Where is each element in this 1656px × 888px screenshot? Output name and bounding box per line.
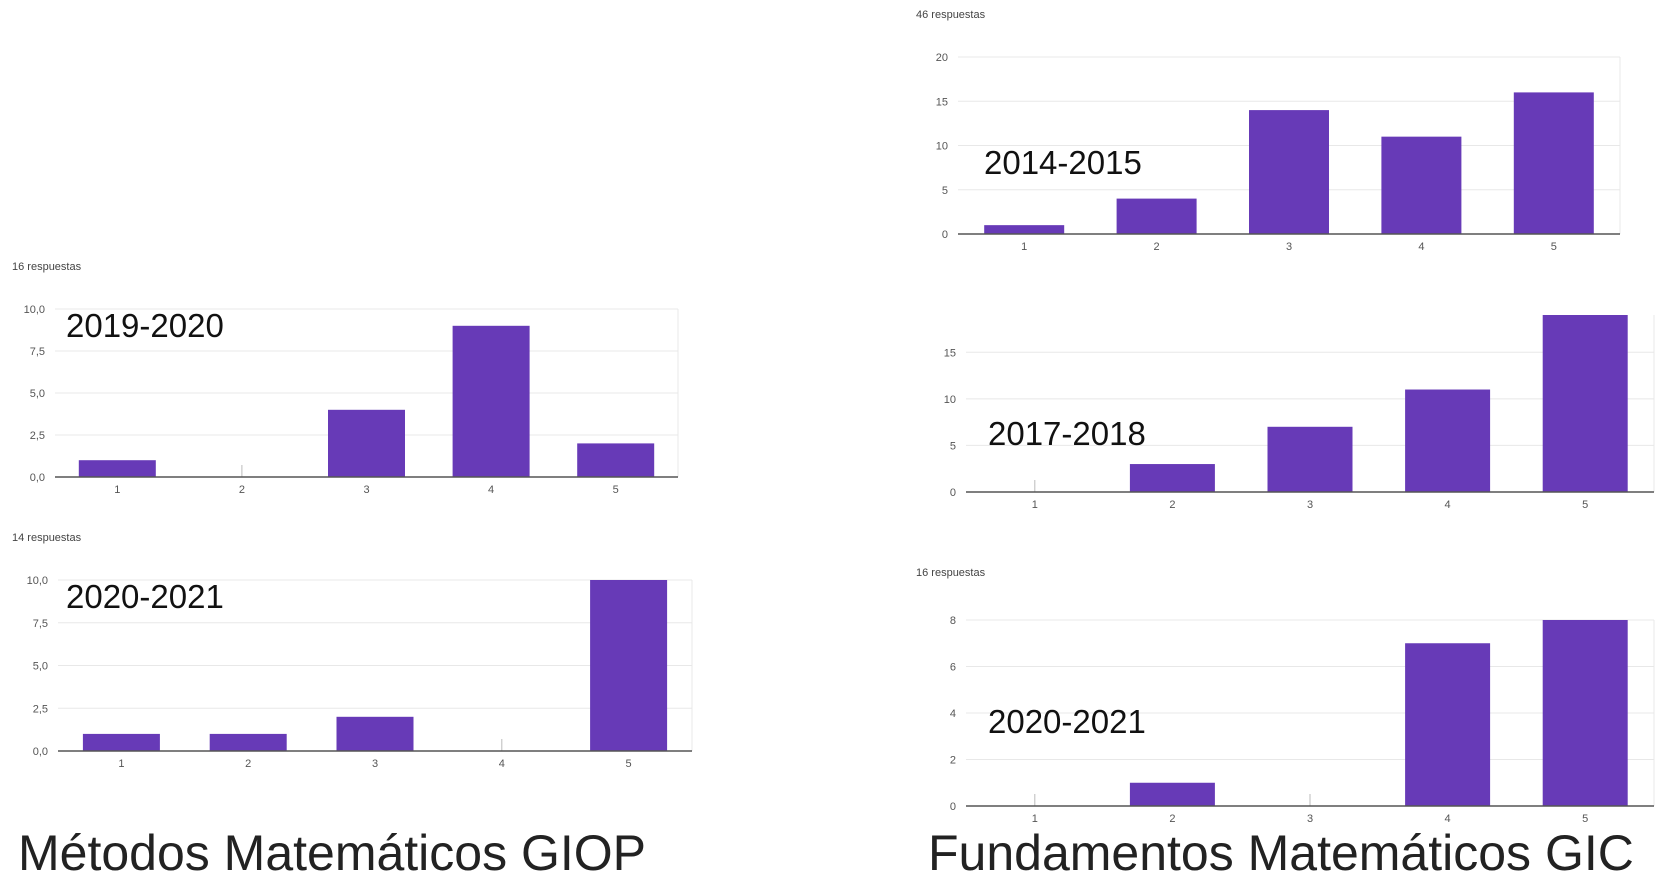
- y-tick-label: 4: [950, 708, 956, 720]
- x-tick-label: 1: [114, 484, 120, 496]
- chart-3: 46 respuestas 0 5 10 15 20 1 2 3 4 5 2014-2015: [916, 9, 1621, 253]
- year-label: 2019-2020: [66, 307, 224, 344]
- bar: [336, 716, 414, 751]
- x-tick-label: 2: [1169, 499, 1175, 511]
- year-label: 2020-2021: [988, 703, 1146, 740]
- x-tick-label: 4: [499, 758, 505, 770]
- x-tick-label: 5: [1582, 813, 1588, 825]
- chart-4: 0 5 10 15 1 2 3 4 5 2017-2018: [944, 315, 1655, 511]
- year-label: 2017-2018: [988, 415, 1146, 452]
- chart-2: 14 respuestas 0,0 2,5 5,0 7,5 10,0 1 2 3 4 5 2020-2…: [12, 532, 693, 770]
- y-tick-label: 7,5: [30, 346, 45, 358]
- chart-5: 16 respuestas 0 2 4 6 8 1 2 3 4 5 2020-2021: [916, 567, 1655, 825]
- bar: [1542, 315, 1628, 492]
- chart-subtitle: 16 respuestas: [12, 261, 82, 273]
- x-tick-label: 5: [626, 758, 632, 770]
- chart-subtitle: 14 respuestas: [12, 532, 82, 544]
- bar: [209, 733, 287, 751]
- chart-1: 16 respuestas 0,0 2,5 5,0 7,5 10,0 1 2 3 4 5 2019-2…: [12, 261, 679, 496]
- x-tick-label: 3: [1286, 241, 1292, 253]
- y-tick-label: 6: [950, 662, 956, 674]
- bar: [1116, 198, 1197, 234]
- y-tick-label: 5,0: [30, 388, 45, 400]
- y-tick-label: 5: [942, 185, 948, 197]
- x-tick-label: 3: [363, 484, 369, 496]
- chart-subtitle: 16 respuestas: [916, 567, 986, 579]
- x-tick-label: 3: [372, 758, 378, 770]
- y-tick-label: 10,0: [24, 304, 45, 316]
- bar: [577, 443, 655, 477]
- bar: [1129, 464, 1215, 492]
- bar: [1267, 426, 1353, 492]
- y-tick-label: 0: [950, 487, 956, 499]
- y-tick-label: 2,5: [33, 703, 48, 715]
- x-tick-label: 1: [1021, 241, 1027, 253]
- x-tick-label: 5: [613, 484, 619, 496]
- y-tick-label: 7,5: [33, 618, 48, 630]
- x-tick-label: 2: [1154, 241, 1160, 253]
- x-tick-label: 3: [1307, 499, 1313, 511]
- y-tick-label: 2: [950, 755, 956, 767]
- bar: [984, 225, 1065, 234]
- bar: [1249, 110, 1329, 234]
- y-tick-label: 0,0: [30, 472, 45, 484]
- x-tick-label: 1: [118, 758, 124, 770]
- y-tick-label: 15: [936, 96, 948, 108]
- caption-left: Métodos Matemáticos GIOP: [18, 825, 647, 881]
- y-tick-label: 0: [950, 801, 956, 813]
- bar: [78, 460, 156, 477]
- y-tick-label: 5,0: [33, 661, 48, 673]
- y-tick-label: 10: [936, 141, 948, 153]
- x-tick-label: 4: [488, 484, 494, 496]
- bar: [1405, 389, 1491, 492]
- year-label: 2014-2015: [984, 144, 1142, 181]
- y-tick-label: 0: [942, 229, 948, 241]
- y-tick-label: 10,0: [27, 575, 48, 587]
- y-tick-label: 20: [936, 52, 948, 64]
- caption-right: Fundamentos Matemáticos GIC: [928, 825, 1634, 881]
- x-tick-label: 4: [1445, 813, 1451, 825]
- bar: [82, 733, 160, 751]
- y-tick-label: 15: [944, 347, 956, 359]
- x-tick-label: 2: [1169, 813, 1175, 825]
- bar: [1405, 643, 1491, 806]
- bar: [1381, 136, 1462, 234]
- bar: [1129, 782, 1215, 806]
- chart-subtitle: 46 respuestas: [916, 9, 986, 21]
- x-tick-label: 1: [1032, 499, 1038, 511]
- x-tick-label: 5: [1582, 499, 1588, 511]
- x-tick-label: 2: [239, 484, 245, 496]
- bar: [452, 325, 530, 477]
- x-tick-label: 1: [1032, 813, 1038, 825]
- x-tick-label: 5: [1551, 241, 1557, 253]
- x-tick-label: 3: [1307, 813, 1313, 825]
- y-tick-label: 10: [944, 394, 956, 406]
- bar: [328, 409, 405, 477]
- y-tick-label: 8: [950, 615, 956, 627]
- bar: [1513, 92, 1594, 235]
- y-tick-label: 0,0: [33, 746, 48, 758]
- x-tick-label: 4: [1418, 241, 1424, 253]
- bar: [590, 580, 668, 751]
- y-tick-label: 5: [950, 440, 956, 452]
- y-tick-label: 2,5: [30, 430, 45, 442]
- year-label: 2020-2021: [66, 578, 224, 615]
- x-tick-label: 4: [1445, 499, 1451, 511]
- bar: [1542, 620, 1628, 806]
- x-tick-label: 2: [245, 758, 251, 770]
